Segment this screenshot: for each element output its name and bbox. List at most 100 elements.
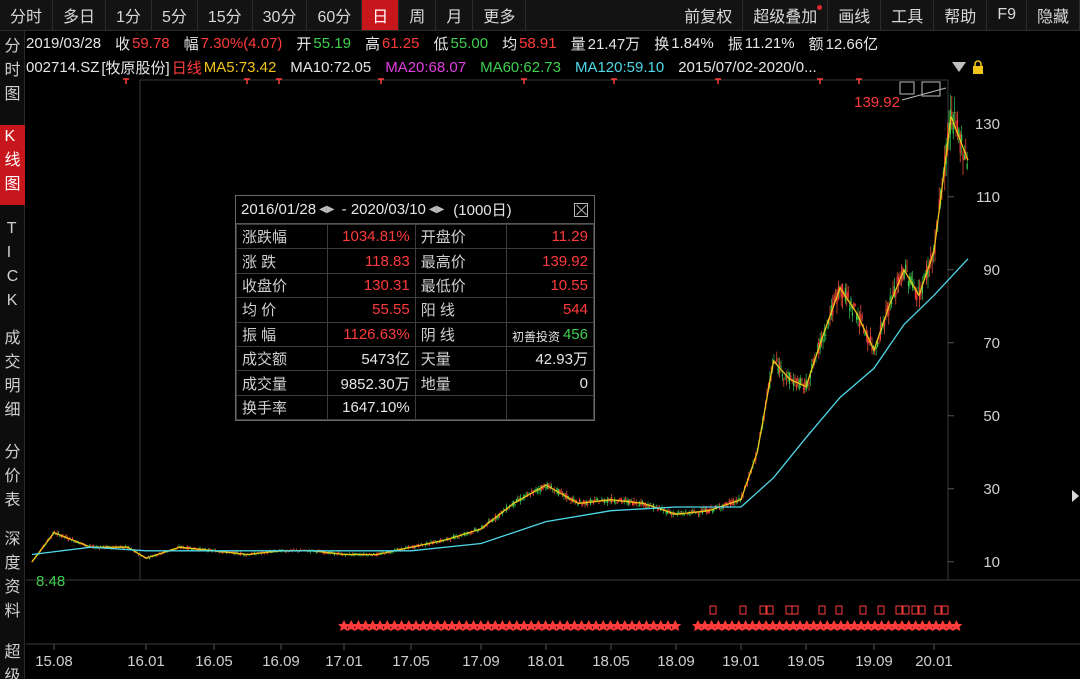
tab-super[interactable]: 超级	[0, 641, 25, 679]
tab-intraday-chart[interactable]: 分时图	[0, 35, 25, 111]
change-label: 幅	[183, 35, 199, 53]
open-value: 55.19	[313, 34, 351, 52]
candle-body	[84, 545, 86, 547]
amount-value: 12.66亿	[825, 35, 879, 53]
kline-chart[interactable]: 10 30 50 70 90 110 130 15.08 16.01 16.05 16.09 17.0…	[26, 76, 1080, 679]
candle-body	[959, 133, 961, 154]
signal-star	[647, 620, 660, 631]
signal-star	[923, 620, 936, 631]
tab-multiday[interactable]: 多日	[53, 0, 107, 30]
candle-body	[713, 508, 715, 512]
expand-right-icon[interactable]	[1072, 490, 1079, 502]
candle-body	[496, 516, 498, 519]
candle-body	[325, 553, 327, 554]
signal-marker	[934, 605, 942, 615]
signal-star	[662, 620, 674, 631]
candle-body	[577, 504, 579, 506]
turnover-label: 换	[654, 35, 670, 53]
candle-body	[419, 546, 421, 548]
tab-daily[interactable]: 日	[362, 0, 400, 30]
ma120-value: MA120:59.10	[574, 58, 665, 76]
tab-5min[interactable]: 5分	[152, 0, 198, 30]
lock-icon[interactable]	[972, 60, 984, 74]
event-marker-top	[611, 78, 617, 84]
signal-star	[633, 620, 646, 631]
stats-value: 130.31	[326, 272, 416, 299]
candle-body	[664, 509, 666, 511]
signal-star	[568, 620, 581, 631]
stats-value	[505, 394, 595, 421]
tab-60min[interactable]: 60分	[307, 0, 363, 30]
candle-body	[828, 319, 830, 325]
candle-body	[507, 509, 509, 511]
tab-deal-details[interactable]: 成交明细	[0, 327, 25, 423]
signal-star	[834, 620, 847, 631]
tools-button[interactable]: 工具	[881, 0, 935, 30]
candle-body	[641, 500, 643, 505]
signal-marker	[918, 605, 926, 615]
candle-body	[958, 128, 960, 137]
candle-body	[70, 540, 72, 542]
tab-price-table[interactable]: 分价表	[0, 441, 25, 513]
range-dropdown-icon[interactable]	[952, 62, 966, 72]
signal-star	[546, 620, 559, 631]
candle-body	[816, 345, 818, 347]
help-button[interactable]: 帮助	[934, 0, 988, 30]
candle-body	[725, 502, 727, 506]
candle-body	[693, 510, 695, 513]
candle-body	[776, 358, 778, 362]
candle-body	[612, 501, 614, 502]
tab-weekly[interactable]: 周	[399, 0, 437, 30]
adjust-forward-button[interactable]: 前复权	[674, 0, 744, 30]
candle-body	[835, 296, 837, 298]
signal-star	[453, 620, 466, 631]
candle-body	[298, 551, 300, 553]
stock-name: [牧原股份]	[101, 59, 170, 77]
tab-30min[interactable]: 30分	[253, 0, 308, 30]
candle-body	[930, 254, 932, 262]
stats-key: 收盘价	[236, 272, 328, 299]
close-icon[interactable]	[574, 202, 588, 217]
candle-body	[550, 485, 552, 489]
candle-body	[699, 513, 701, 515]
start-adjust-icon[interactable]: ◀▶	[319, 204, 335, 215]
candle-body	[802, 388, 804, 390]
draw-line-button[interactable]: 画线	[828, 0, 882, 30]
tab-monthly[interactable]: 月	[436, 0, 474, 30]
signal-star	[726, 620, 738, 631]
tab-depth-info[interactable]: 深度资料	[0, 528, 25, 624]
candle-body	[384, 553, 386, 555]
stats-value: 544	[505, 297, 595, 323]
candle-body	[346, 553, 348, 555]
candle-body	[594, 499, 596, 502]
signal-star	[561, 620, 574, 631]
signal-star	[460, 620, 473, 631]
tab-price-table-label: 分价表	[4, 444, 21, 509]
candle-body	[619, 498, 621, 501]
end-adjust-icon[interactable]: ◀▶	[428, 204, 445, 215]
candle-body	[920, 291, 922, 296]
super-overlay-button[interactable]: 超级叠加	[743, 0, 829, 30]
signal-star	[402, 620, 415, 631]
f9-button[interactable]: F9	[987, 0, 1027, 30]
candle-body	[73, 540, 75, 543]
tab-15min[interactable]: 15分	[198, 0, 253, 30]
signal-star	[554, 620, 566, 631]
signal-star	[800, 620, 813, 631]
tab-1min[interactable]: 1分	[106, 0, 152, 30]
hide-button[interactable]: 隐藏	[1027, 0, 1080, 30]
signal-marker	[895, 605, 903, 615]
tab-more[interactable]: 更多	[473, 0, 527, 30]
candle-body	[31, 561, 33, 563]
stats-value: 10.55	[505, 272, 595, 299]
candle-body	[826, 320, 828, 322]
candle-body	[863, 330, 865, 333]
tab-intraday[interactable]: 分时	[0, 0, 54, 30]
y-tick-label: 30	[983, 481, 1000, 498]
candle-body	[655, 505, 657, 507]
candle-body	[473, 529, 475, 531]
